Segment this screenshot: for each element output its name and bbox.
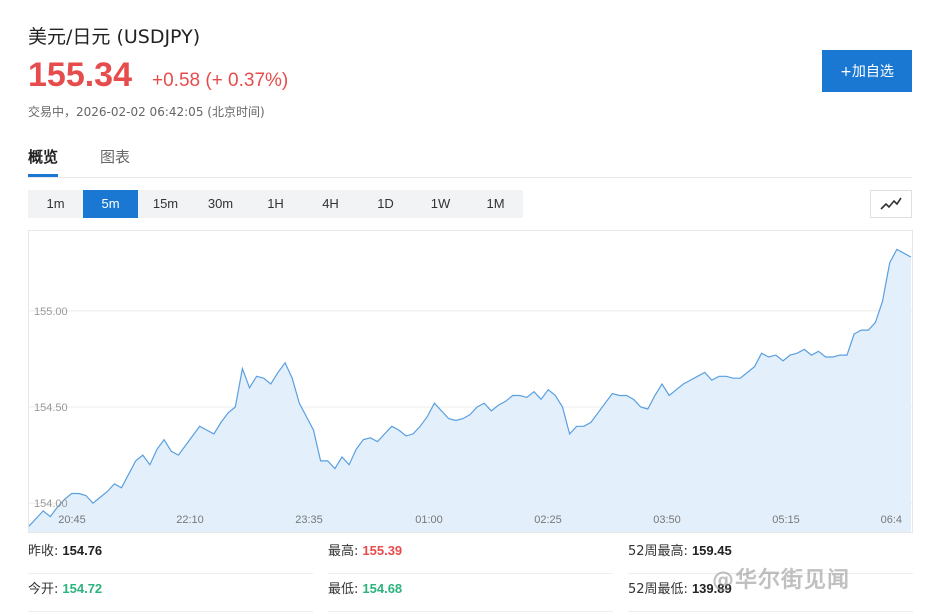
price-area: [29, 249, 911, 532]
x-axis-ticks: 20:45 22:10 23:35 01:00 02:25 03:50 05:15 06:4: [58, 514, 902, 526]
interval-5m[interactable]: 5m: [83, 190, 138, 218]
x-tick-label: 05:15: [772, 514, 800, 526]
interval-selector: 1m 5m 15m 30m 1H 4H 1D 1W 1M: [28, 190, 523, 218]
stat-value: 154.72: [62, 581, 103, 596]
stat-low: 最低: 154.68: [328, 578, 613, 612]
interval-15m[interactable]: 15m: [152, 196, 179, 211]
stat-prev-close: 昨收: 154.76: [28, 540, 313, 574]
x-tick-label: 23:35: [295, 514, 323, 526]
y-tick-label: 154.50: [34, 402, 68, 414]
interval-1h[interactable]: 1H: [267, 196, 284, 211]
stat-label: 昨收:: [28, 544, 59, 559]
stat-value: 154.76: [62, 543, 103, 558]
price-change: +0.58 (+ 0.37%): [152, 70, 289, 91]
chart-type-button[interactable]: [870, 190, 912, 218]
stat-value: 139.89: [691, 581, 732, 596]
tab-chart[interactable]: 图表: [100, 148, 131, 166]
stat-label: 今开:: [28, 582, 59, 597]
interval-4h[interactable]: 4H: [322, 196, 339, 211]
tab-bar: 概览 图表: [28, 140, 912, 178]
price-row: 155.34 +0.58 (+ 0.37%): [28, 56, 288, 95]
stat-label: 52周最低:: [628, 582, 688, 597]
add-to-watchlist-button[interactable]: +加自选: [822, 50, 912, 92]
x-tick-label: 03:50: [653, 514, 681, 526]
page-title: 美元/日元 (USDJPY): [28, 26, 201, 48]
stat-value: 159.45: [691, 543, 732, 558]
line-chart-icon: [880, 197, 902, 210]
tab-overview[interactable]: 概览: [28, 148, 59, 177]
x-tick-label: 20:45: [58, 514, 86, 526]
x-tick-label: 01:00: [415, 514, 443, 526]
interval-1m[interactable]: 1m: [46, 196, 65, 211]
y-axis-ticks: 154.00 154.50 155.00: [34, 306, 68, 510]
y-tick-label: 154.00: [34, 498, 68, 510]
stat-label: 最低:: [328, 582, 359, 597]
y-tick-label: 155.00: [34, 306, 68, 318]
stat-52wk-high: 52周最高: 159.45: [628, 540, 913, 574]
stat-label: 最高:: [328, 544, 359, 559]
x-tick-label: 22:10: [176, 514, 204, 526]
interval-30m[interactable]: 30m: [207, 196, 234, 211]
interval-1mo[interactable]: 1M: [486, 196, 505, 211]
current-price: 155.34: [28, 56, 132, 94]
stat-value: 155.39: [362, 543, 403, 558]
x-tick-label: 02:25: [534, 514, 562, 526]
price-line: [28, 248, 912, 527]
stat-label: 52周最高:: [628, 544, 688, 559]
stat-value: 154.68: [362, 581, 403, 596]
stat-high: 最高: 155.39: [328, 540, 613, 574]
price-chart[interactable]: 154.00 154.50 155.00 20:45 22:10 23:35 01:00 0…: [28, 230, 914, 534]
interval-1w[interactable]: 1W: [430, 196, 451, 211]
watermark: @华尔街见闻: [712, 568, 851, 593]
stat-open: 今开: 154.72: [28, 578, 313, 612]
stat-52wk-low: 52周最低: 139.89: [628, 578, 913, 612]
x-tick-label: 06:4: [881, 514, 902, 526]
trading-status: 交易中，2026-02-02 06:42:05 (北京时间): [28, 105, 265, 119]
interval-1d[interactable]: 1D: [377, 196, 394, 211]
